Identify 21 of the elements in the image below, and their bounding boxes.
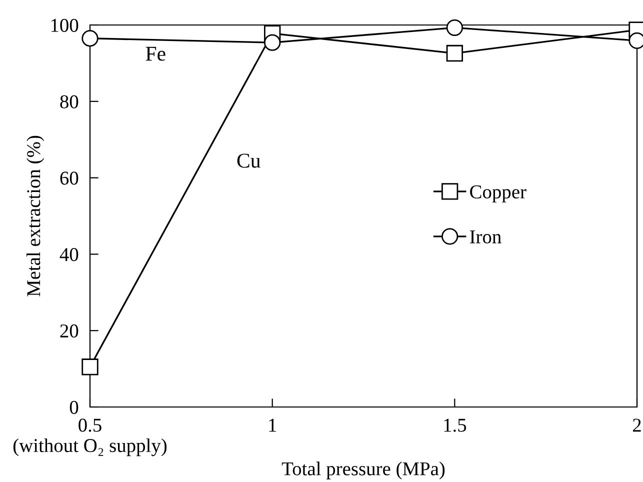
legend-label: Iron bbox=[470, 230, 502, 244]
point bbox=[446, 19, 463, 36]
x-tick-label: 1 bbox=[269, 418, 276, 432]
x-tick-label: 1.5 bbox=[444, 418, 466, 432]
point bbox=[82, 358, 98, 376]
y-axis-title: Metal extraction (%) bbox=[26, 136, 44, 296]
y-tick-label: 60 bbox=[60, 172, 78, 185]
y-tick-label: 20 bbox=[60, 324, 78, 338]
x-tick-label: 2 bbox=[632, 418, 641, 432]
point bbox=[446, 44, 463, 62]
y-tick-label: 80 bbox=[60, 95, 78, 108]
x-tick-label: 0.5 (without O₂ supply) bbox=[13, 418, 167, 456]
point bbox=[264, 34, 281, 51]
annotation: Fe bbox=[146, 46, 166, 61]
point bbox=[82, 30, 98, 47]
y-tick-label: 0 bbox=[70, 400, 78, 414]
y-tick-label: 40 bbox=[60, 248, 78, 262]
annotation: Cu bbox=[237, 154, 260, 168]
legend-label: Copper bbox=[470, 185, 526, 202]
x-axis-title: Total pressure (MPa) bbox=[282, 462, 445, 480]
y-tick-label: 100 bbox=[51, 18, 78, 32]
